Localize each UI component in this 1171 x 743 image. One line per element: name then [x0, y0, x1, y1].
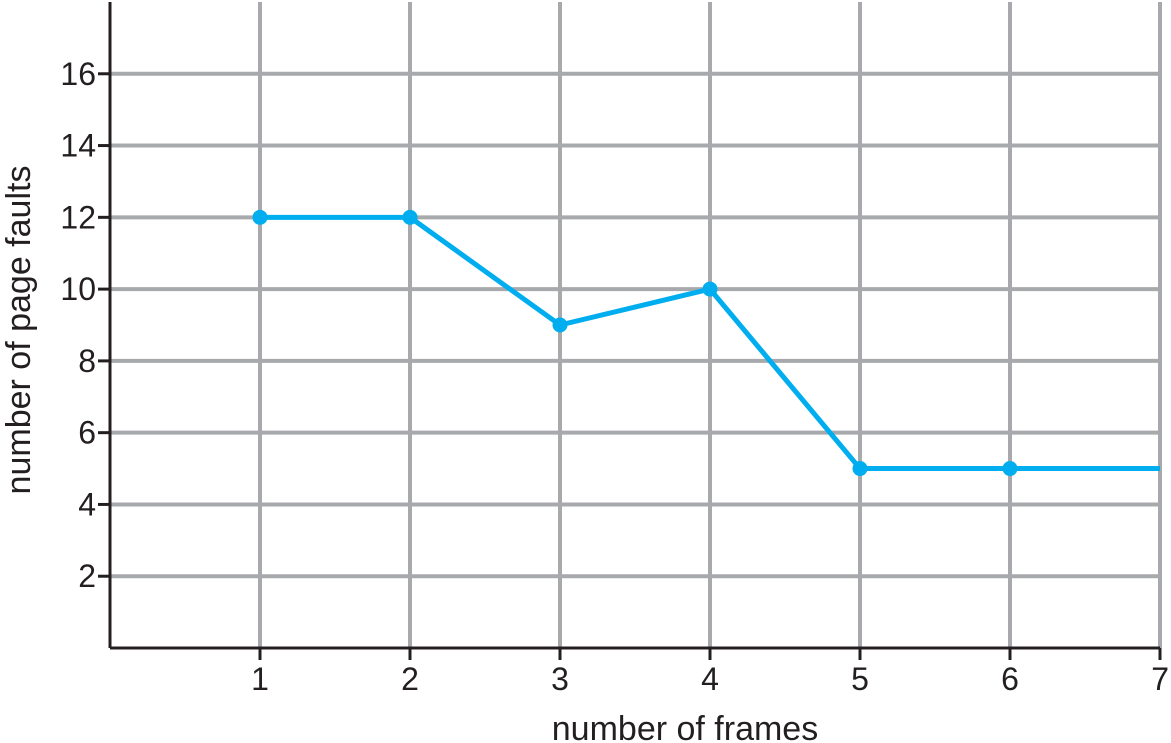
y-tick-label-2: 2	[78, 558, 96, 594]
x-tick-label-4: 4	[701, 661, 719, 697]
y-tick-label-12: 12	[60, 199, 96, 235]
y-axis-label: number of page faults	[0, 166, 38, 495]
data-point-x2	[402, 209, 418, 225]
x-tick-label-3: 3	[551, 661, 569, 697]
x-tick-label-7: 7	[1151, 661, 1169, 697]
y-tick-label-8: 8	[78, 343, 96, 379]
x-tick-label-6: 6	[1001, 661, 1019, 697]
x-tick-label-2: 2	[401, 661, 419, 697]
data-point-x1	[252, 209, 268, 225]
data-series	[252, 209, 1160, 477]
data-point-x4	[702, 281, 718, 297]
x-tick-label-5: 5	[851, 661, 869, 697]
data-point-x3	[552, 317, 568, 333]
grid-lines	[110, 2, 1162, 648]
x-tick-label-1: 1	[251, 661, 269, 697]
x-axis-label: number of frames	[552, 710, 818, 743]
data-point-x6	[1002, 461, 1018, 477]
axes	[98, 2, 1162, 660]
y-tick-label-6: 6	[78, 415, 96, 451]
y-tick-label-16: 16	[60, 56, 96, 92]
data-point-x5	[852, 461, 868, 477]
y-tick-label-14: 14	[60, 128, 96, 164]
y-tick-label-4: 4	[78, 486, 96, 522]
y-tick-label-10: 10	[60, 271, 96, 307]
